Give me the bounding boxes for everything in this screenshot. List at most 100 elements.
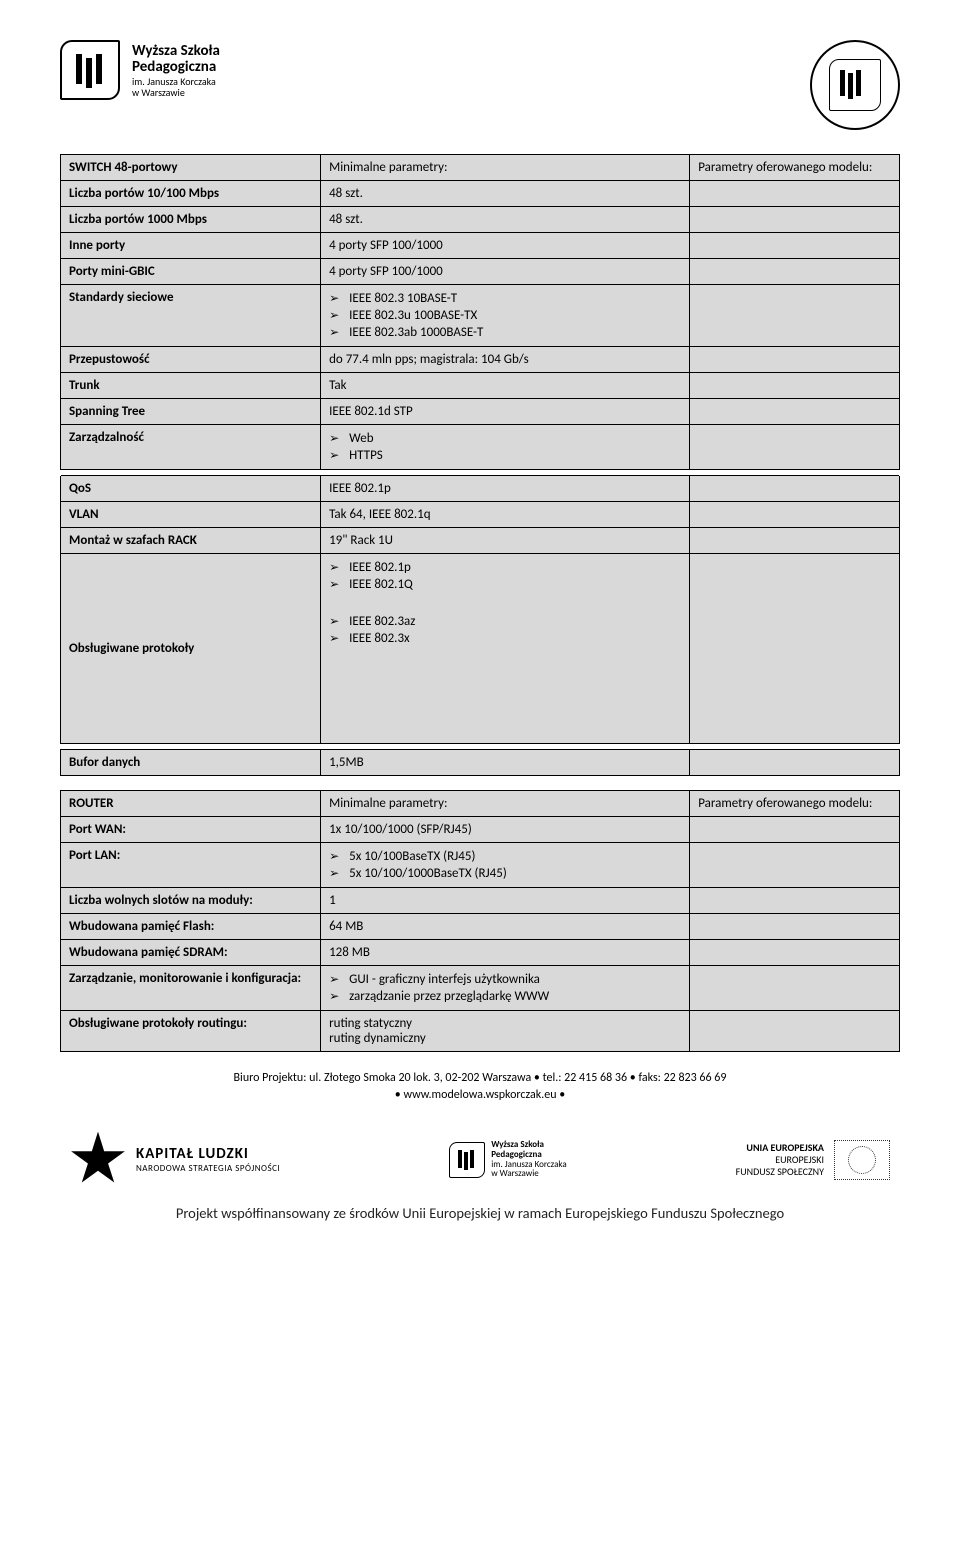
row-label: QoS — [61, 476, 321, 502]
row-offered — [690, 285, 900, 347]
row-label: Liczba portów 10/100 Mbps — [61, 181, 321, 207]
col-min-params: Minimalne parametry: — [321, 155, 690, 181]
list-item: Web — [335, 430, 681, 447]
list-item: IEEE 802.1p — [335, 559, 681, 576]
row-offered — [690, 476, 900, 502]
school-name-2: Pedagogiczna — [132, 59, 220, 76]
row-value: 1,5MB — [321, 750, 690, 776]
row-offered — [690, 554, 900, 744]
list-item: IEEE 802.3u 100BASE-TX — [335, 307, 681, 324]
eu-logo: UNIA EUROPEJSKA EUROPEJSKI FUNDUSZ SPOŁE… — [736, 1140, 890, 1180]
row-value: IEEE 802.1d STP — [321, 399, 690, 425]
row-offered — [690, 181, 900, 207]
row-value: 48 szt. — [321, 181, 690, 207]
list-item: IEEE 802.3az — [335, 613, 681, 630]
row-offered — [690, 966, 900, 1011]
row-offered — [690, 940, 900, 966]
school-name-4: w Warszawie — [132, 87, 220, 98]
routing-line: ruting dynamiczny — [329, 1031, 681, 1046]
row-value: 4 porty SFP 100/1000 — [321, 259, 690, 285]
router-title: ROUTER — [61, 791, 321, 817]
row-offered — [690, 259, 900, 285]
row-value: Tak — [321, 373, 690, 399]
list-item: 5x 10/100/1000BaseTX (RJ45) — [335, 865, 681, 882]
row-label: Porty mini-GBIC — [61, 259, 321, 285]
row-label: Obsługiwane protokoły — [61, 554, 321, 744]
row-value: Tak 64, IEEE 802.1q — [321, 502, 690, 528]
kl-title: KAPITAŁ LUDZKI — [136, 1145, 280, 1163]
mini-line: w Warszawie — [491, 1169, 566, 1179]
router-spec-table: ROUTER Minimalne parametry: Parametry of… — [60, 790, 900, 1052]
cofinance-statement: Projekt współfinansowany ze środków Unii… — [60, 1204, 900, 1222]
sponsor-bar: KAPITAŁ LUDZKI NARODOWA STRATEGIA SPÓJNO… — [60, 1132, 900, 1188]
row-offered — [690, 233, 900, 259]
row-offered — [690, 817, 900, 843]
seal-icon — [810, 40, 900, 130]
row-offered — [690, 888, 900, 914]
kapital-ludzki-logo: KAPITAŁ LUDZKI NARODOWA STRATEGIA SPÓJNO… — [70, 1132, 280, 1188]
row-value: 4 porty SFP 100/1000 — [321, 233, 690, 259]
row-label: Wbudowana pamięć Flash: — [61, 914, 321, 940]
row-label: Spanning Tree — [61, 399, 321, 425]
list-item: zarządzanie przez przeglądarkę WWW — [335, 988, 681, 1005]
row-offered — [690, 347, 900, 373]
row-label: Wbudowana pamięć SDRAM: — [61, 940, 321, 966]
col-offered-params: Parametry oferowanego modelu: — [690, 791, 900, 817]
row-offered — [690, 914, 900, 940]
star-icon — [70, 1132, 126, 1188]
row-offered — [690, 1011, 900, 1052]
project-office-footer: Biuro Projektu: ul. Złotego Smoka 20 lok… — [60, 1070, 900, 1104]
list-item: IEEE 802.3ab 1000BASE-T — [335, 324, 681, 341]
row-offered — [690, 502, 900, 528]
row-offered — [690, 399, 900, 425]
row-value: ruting statyczny ruting dynamiczny — [321, 1011, 690, 1052]
school-logo-mark-icon — [60, 40, 120, 100]
row-label: Zarządzanie, monitorowanie i konfiguracj… — [61, 966, 321, 1011]
school-logo-mark-icon — [449, 1142, 485, 1178]
school-name-3: im. Janusza Korczaka — [132, 76, 220, 87]
row-value: 5x 10/100BaseTX (RJ45) 5x 10/100/1000Bas… — [321, 843, 690, 888]
switch-title: SWITCH 48-portowy — [61, 155, 321, 181]
row-value: IEEE 802.1p IEEE 802.1Q IEEE 802.3az IEE… — [321, 554, 690, 744]
row-label: Przepustowość — [61, 347, 321, 373]
row-value: 64 MB — [321, 914, 690, 940]
row-label: Trunk — [61, 373, 321, 399]
row-label: Bufor danych — [61, 750, 321, 776]
row-label: Port WAN: — [61, 817, 321, 843]
row-value: 128 MB — [321, 940, 690, 966]
eu-flag-icon — [834, 1140, 890, 1180]
row-value: 1 — [321, 888, 690, 914]
row-offered — [690, 843, 900, 888]
row-label: Port LAN: — [61, 843, 321, 888]
row-value: Web HTTPS — [321, 425, 690, 470]
page-header: Wyższa Szkoła Pedagogiczna im. Janusza K… — [60, 40, 900, 130]
row-label: Zarządzalność — [61, 425, 321, 470]
list-item: IEEE 802.3 10BASE-T — [335, 290, 681, 307]
col-offered-params: Parametry oferowanego modelu: — [690, 155, 900, 181]
list-item: 5x 10/100BaseTX (RJ45) — [335, 848, 681, 865]
col-min-params: Minimalne parametry: — [321, 791, 690, 817]
row-value: IEEE 802.3 10BASE-T IEEE 802.3u 100BASE-… — [321, 285, 690, 347]
row-offered — [690, 750, 900, 776]
list-item: IEEE 802.1Q — [335, 576, 681, 593]
row-offered — [690, 373, 900, 399]
list-item: GUI - graficzny interfejs użytkownika — [335, 971, 681, 988]
row-label: Montaż w szafach RACK — [61, 528, 321, 554]
routing-line: ruting statyczny — [329, 1016, 681, 1031]
eu-line: FUNDUSZ SPOŁECZNY — [736, 1166, 824, 1178]
row-value: do 77.4 mln pps; magistrala: 104 Gb/s — [321, 347, 690, 373]
row-label: VLAN — [61, 502, 321, 528]
list-item: HTTPS — [335, 447, 681, 464]
row-label: Liczba wolnych slotów na moduły: — [61, 888, 321, 914]
list-item: IEEE 802.3x — [335, 630, 681, 647]
footer-line-2: • www.modelowa.wspkorczak.eu • — [60, 1087, 900, 1104]
row-offered — [690, 528, 900, 554]
row-label: Liczba portów 1000 Mbps — [61, 207, 321, 233]
switch-spec-table: SWITCH 48-portowy Minimalne parametry: P… — [60, 154, 900, 776]
school-logo: Wyższa Szkoła Pedagogiczna im. Janusza K… — [60, 40, 220, 100]
school-name-1: Wyższa Szkoła — [132, 43, 220, 60]
school-mini-logo: Wyższa Szkoła Pedagogiczna im. Janusza K… — [449, 1140, 566, 1180]
row-offered — [690, 207, 900, 233]
row-value: GUI - graficzny interfejs użytkownika za… — [321, 966, 690, 1011]
row-offered — [690, 425, 900, 470]
